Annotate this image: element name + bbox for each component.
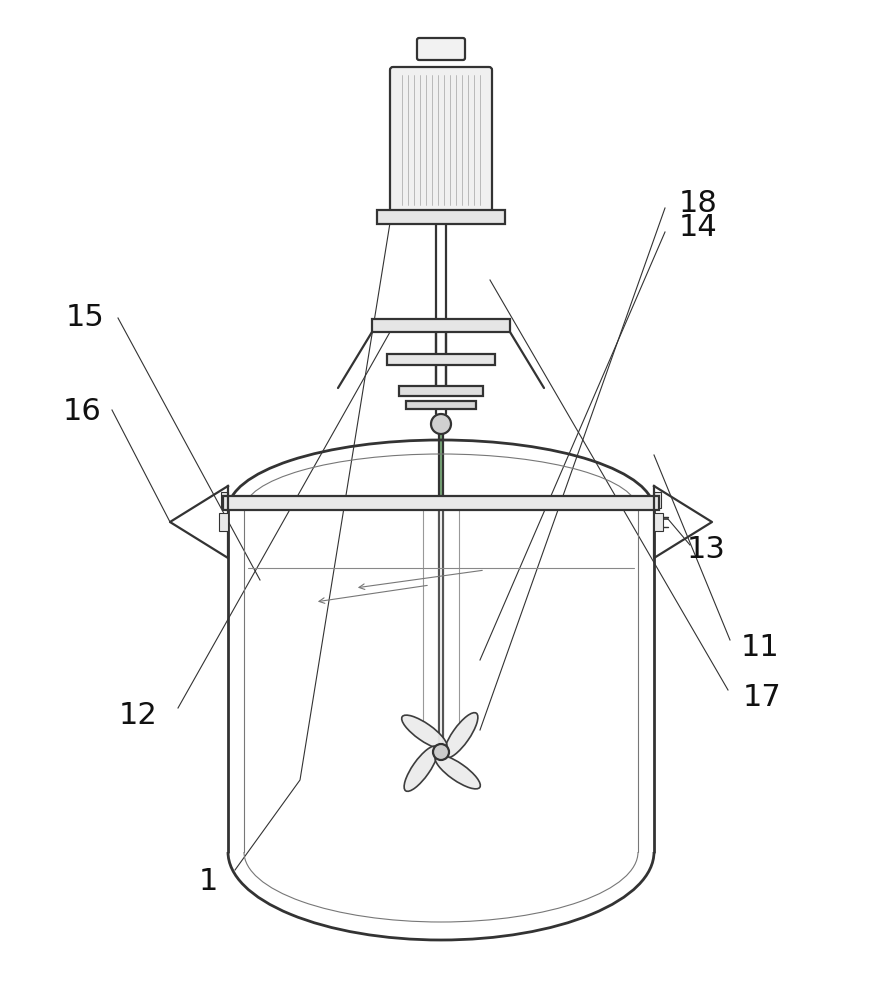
Ellipse shape [401,715,447,749]
Circle shape [433,744,449,760]
FancyBboxPatch shape [390,67,492,213]
Bar [219,513,228,531]
Text: 17: 17 [743,682,781,712]
Bar [654,492,661,508]
Text: 18: 18 [678,190,717,219]
Bar [654,513,663,531]
Circle shape [431,414,451,434]
Text: 16: 16 [63,397,101,426]
Ellipse shape [444,713,478,758]
Bar [372,319,510,332]
Text: 15: 15 [65,304,104,332]
Text: 11: 11 [741,633,780,662]
Ellipse shape [404,746,438,791]
Bar [387,354,495,365]
Text: 14: 14 [678,214,717,242]
Text: 12: 12 [118,700,157,730]
FancyBboxPatch shape [417,38,465,60]
Bar [221,492,228,508]
Text: 1: 1 [198,867,218,896]
Bar [377,210,505,224]
Bar [223,496,659,510]
Text: 13: 13 [686,536,725,564]
Ellipse shape [435,755,481,789]
Bar [399,386,483,396]
Bar [406,401,476,409]
